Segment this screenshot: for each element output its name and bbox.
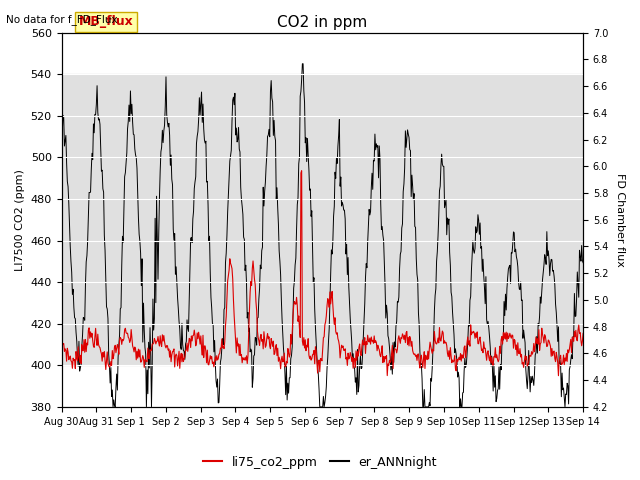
Title: CO2 in ppm: CO2 in ppm	[277, 15, 367, 30]
Legend: li75_co2_ppm, er_ANNnight: li75_co2_ppm, er_ANNnight	[198, 451, 442, 474]
Y-axis label: FD Chamber flux: FD Chamber flux	[615, 173, 625, 267]
Text: MB_flux: MB_flux	[79, 15, 134, 28]
Text: No data for f_FD_Flux: No data for f_FD_Flux	[6, 14, 118, 25]
Bar	[61, 74, 583, 365]
Y-axis label: LI7500 CO2 (ppm): LI7500 CO2 (ppm)	[15, 169, 25, 271]
